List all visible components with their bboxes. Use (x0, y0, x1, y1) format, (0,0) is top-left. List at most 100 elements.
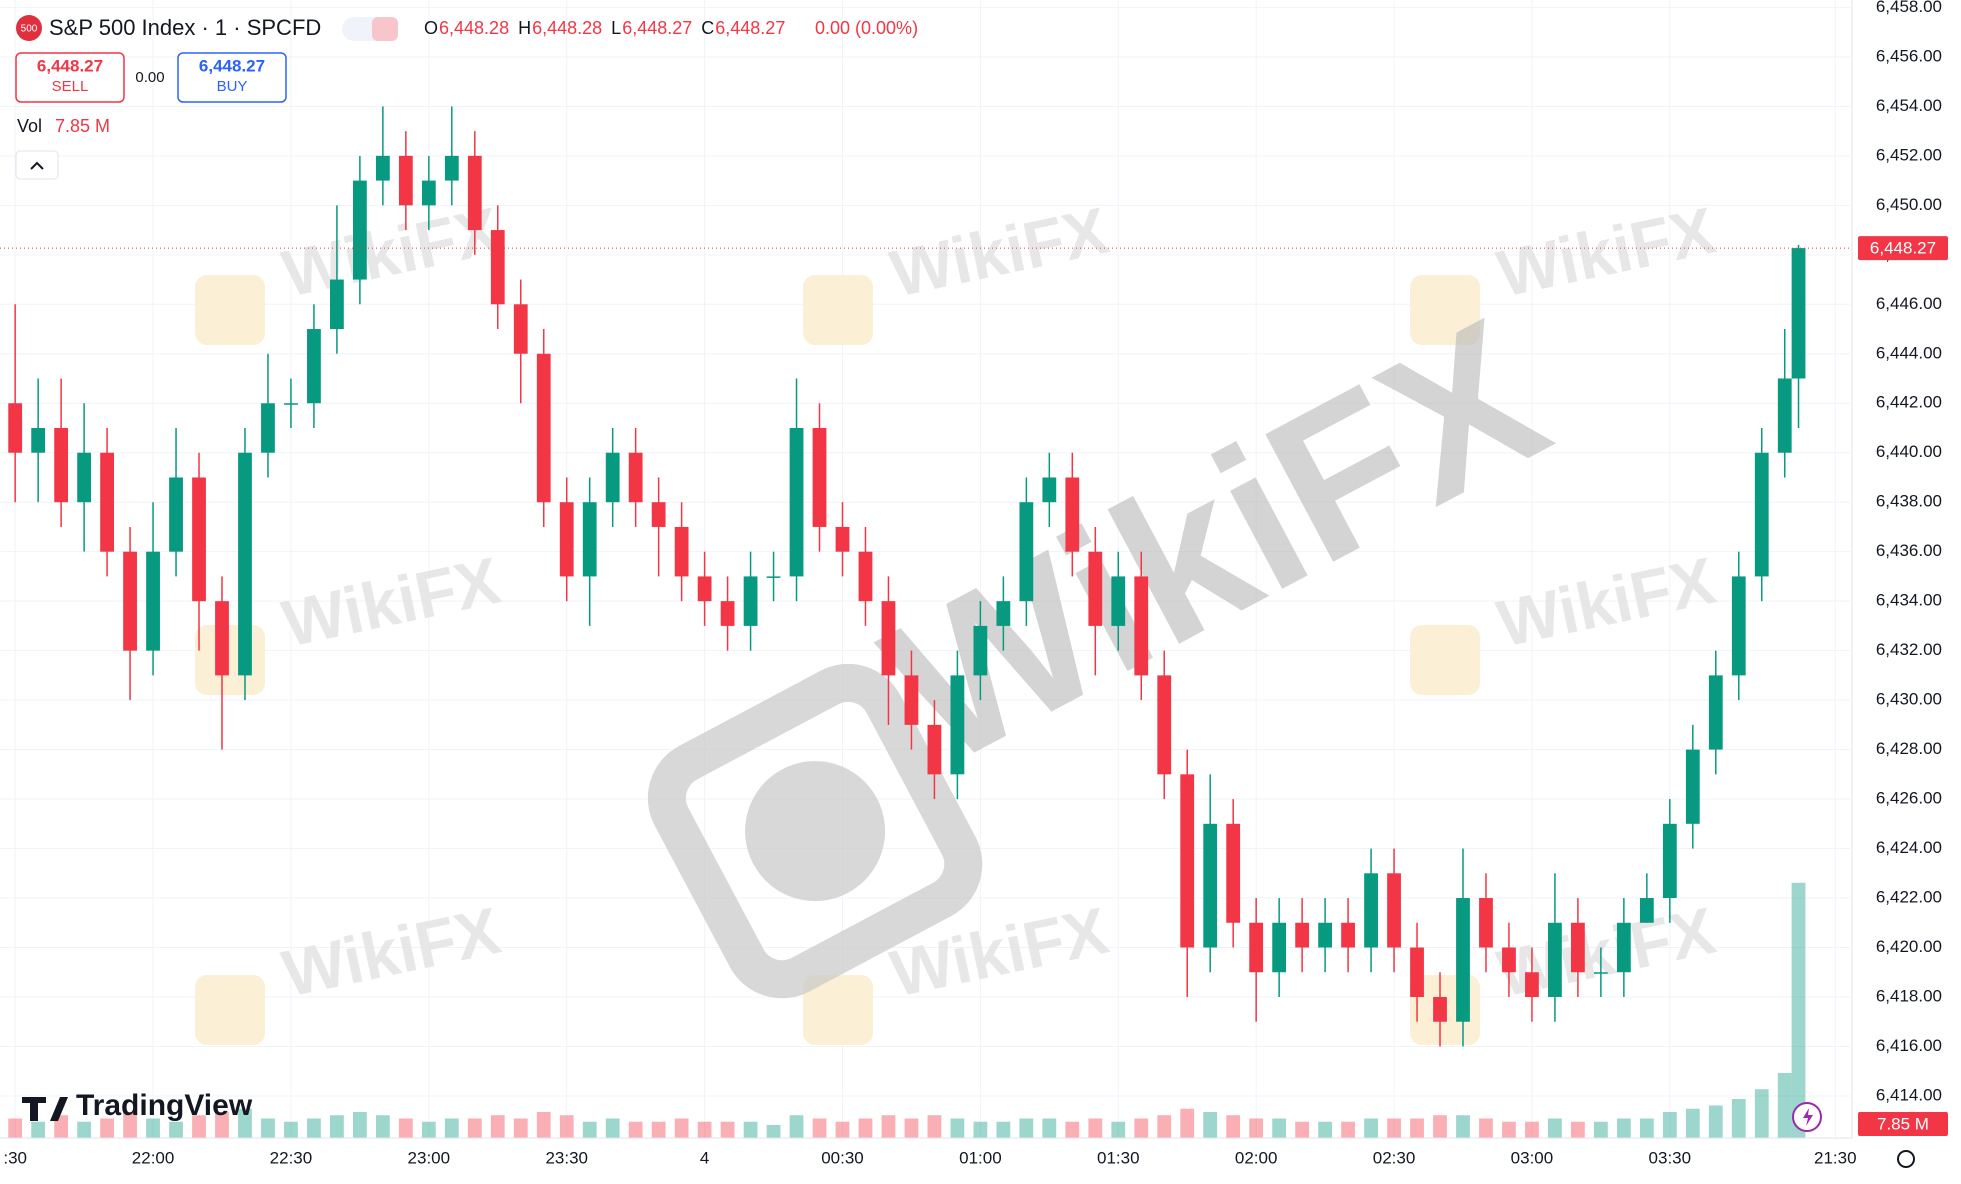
volume-bar (1088, 1118, 1103, 1138)
candle-body (1433, 996, 1447, 1022)
y-tick-label: 6,424.00 (1876, 838, 1942, 857)
volume-bar (1387, 1118, 1401, 1138)
volume-bar (1571, 1121, 1585, 1138)
volume-bar (123, 1111, 137, 1138)
watermark-icon (803, 275, 873, 345)
y-tick-label: 6,456.00 (1876, 46, 1942, 65)
candle-body (1088, 551, 1103, 626)
buy-label: BUY (217, 78, 248, 95)
candle-body (858, 551, 873, 602)
watermark-icon (803, 975, 873, 1045)
x-tick-label: 03:30 (1649, 1148, 1692, 1167)
y-tick-label: 6,446.00 (1876, 294, 1942, 313)
candle-body (1791, 248, 1806, 379)
y-tick-label: 6,416.00 (1876, 1036, 1942, 1055)
candle-body (1593, 972, 1608, 974)
volume-bar (375, 1115, 390, 1138)
watermark: WikiFX (1491, 543, 1721, 661)
volume-bar (421, 1121, 436, 1138)
volume-bar (536, 1111, 551, 1138)
candle-body (1616, 922, 1631, 973)
candle-body (467, 155, 482, 231)
change: 0.00 (0.00%) (815, 18, 918, 38)
candle-body (881, 601, 896, 676)
volume-bar (1685, 1108, 1700, 1138)
volume-bar (513, 1118, 528, 1138)
candle-body (77, 452, 92, 503)
axes: 6,414.00 6,416.00 6,418.00 6,420.00 6,422.00… (0, 0, 1948, 1167)
volume-bar (858, 1118, 873, 1138)
collapse-button[interactable] (15, 150, 59, 180)
ohlc-key: L (611, 18, 621, 38)
logo-text: TradingView (76, 1089, 253, 1122)
candle-body (123, 551, 137, 651)
candle-body (536, 353, 551, 503)
candle-body (1180, 774, 1195, 948)
candle-body (582, 502, 597, 577)
volume-bar (1019, 1118, 1034, 1138)
y-tick-label: 6,426.00 (1876, 789, 1942, 808)
candle-body (100, 452, 114, 552)
volume-bar (1791, 882, 1806, 1138)
volume-bar (100, 1118, 114, 1138)
ohlc-value: 6,448.27 (715, 18, 785, 38)
candle-body (330, 279, 344, 330)
ohlc-value: 6,448.28 (532, 18, 602, 38)
watermark-icon (647, 663, 983, 999)
candle-body (927, 724, 942, 775)
volume-bar (1249, 1118, 1264, 1138)
x-tick-label: 21:30 (1814, 1148, 1857, 1167)
symbol-title: S&P 500 Index · 1 · SPCFD (49, 15, 321, 40)
candle-body (605, 452, 620, 503)
symbol-icon (16, 15, 42, 41)
volume-bar (215, 1111, 229, 1138)
y-tick-label: 6,458.00 (1876, 0, 1942, 16)
candle-body (1662, 823, 1677, 899)
volume-bar (1616, 1118, 1631, 1138)
volume-bar (467, 1118, 482, 1138)
candle-body (1042, 477, 1057, 503)
y-tick-label: 6,440.00 (1876, 442, 1942, 461)
ohlc-key: C (701, 18, 714, 38)
volume-bar (651, 1121, 666, 1138)
candle-body (766, 576, 781, 578)
candle-body (513, 304, 528, 354)
settings-button[interactable] (1897, 1150, 1915, 1168)
volume-bar (1754, 1089, 1769, 1138)
y-tick-label: 6,452.00 (1876, 145, 1942, 164)
sell-button[interactable] (15, 52, 125, 103)
watermark-icon (1410, 625, 1480, 695)
candle-body (1364, 873, 1378, 948)
x-tick-label: 23:00 (408, 1148, 451, 1167)
y-tick-label: 6,430.00 (1876, 690, 1942, 709)
volume-bar (582, 1121, 597, 1138)
ohlc-value: 6,448.28 (439, 18, 509, 38)
volume-bar (927, 1115, 942, 1138)
candle-body (375, 155, 390, 181)
x-tick-label: 02:30 (1373, 1148, 1416, 1167)
candle-body (54, 427, 69, 503)
volume-bar (1134, 1118, 1149, 1138)
candle-body (31, 427, 46, 453)
x-tick-label: 4 (700, 1148, 709, 1167)
volume-bar (1593, 1121, 1608, 1138)
x-tick-label: 01:00 (959, 1148, 1002, 1167)
volume-bar (330, 1115, 344, 1138)
buy-button[interactable] (177, 52, 287, 103)
status-pill[interactable] (372, 17, 398, 41)
watermark: WikiFX (884, 193, 1114, 311)
ohlc-key: O (424, 18, 438, 38)
volume-bar (697, 1121, 712, 1138)
candle-body (1272, 922, 1287, 973)
volume-bar (1226, 1115, 1241, 1138)
candle-body (743, 576, 758, 626)
volume-bars (8, 882, 1806, 1138)
candle-body (1548, 922, 1562, 997)
volume-bar (766, 1124, 781, 1138)
y-tick-label: 6,434.00 (1876, 591, 1942, 610)
candle-body (904, 675, 919, 725)
sell-price: 6,448.27 (37, 56, 103, 75)
candle-body (628, 452, 643, 503)
spread: 0.00 (135, 69, 164, 86)
candle-body (1410, 947, 1424, 997)
